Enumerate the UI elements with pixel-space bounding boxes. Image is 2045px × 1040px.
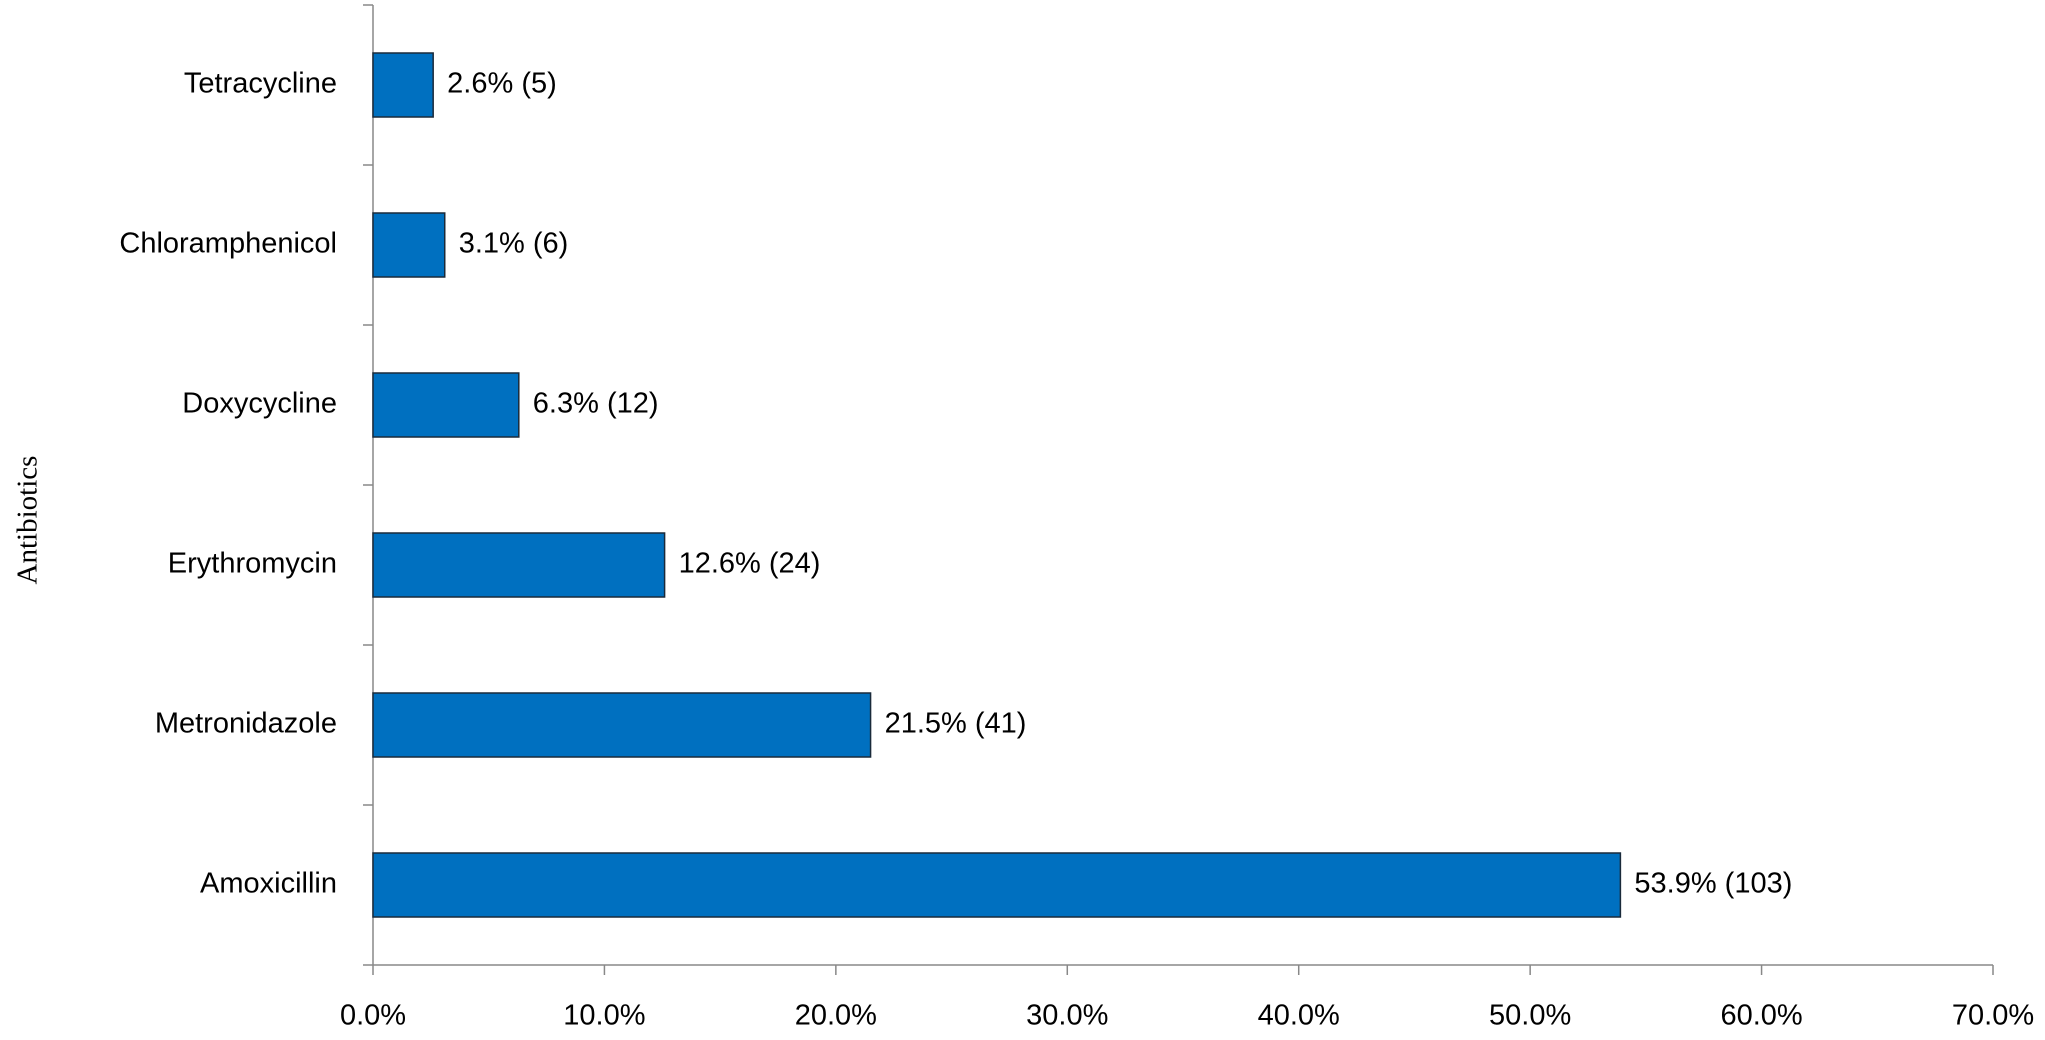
data-label: 53.9% (103) — [1634, 868, 1792, 900]
y-tick-label: Amoxicillin — [200, 868, 337, 900]
y-tick-label: Tetracycline — [184, 68, 337, 100]
bar — [372, 212, 446, 278]
data-label: 6.3% (12) — [533, 388, 659, 420]
y-tick-label: Doxycycline — [182, 388, 337, 420]
x-tick-label: 50.0% — [1489, 1000, 1571, 1032]
x-tick-label: 10.0% — [563, 1000, 645, 1032]
data-label: 12.6% (24) — [679, 548, 821, 580]
bar — [372, 692, 872, 758]
x-tick-label: 70.0% — [1952, 1000, 2034, 1032]
y-tick-label: Metronidazole — [155, 708, 337, 740]
data-label: 21.5% (41) — [885, 708, 1027, 740]
y-tick-label: Erythromycin — [168, 548, 337, 580]
x-tick-label: 30.0% — [1026, 1000, 1108, 1032]
y-tick-label: Chloramphenicol — [119, 228, 337, 260]
x-tick-label: 20.0% — [795, 1000, 877, 1032]
data-label: 2.6% (5) — [447, 68, 557, 100]
x-tick-label: 60.0% — [1720, 1000, 1802, 1032]
y-axis-label: Antibiotics — [12, 456, 44, 585]
data-label: 3.1% (6) — [459, 228, 569, 260]
bar — [372, 372, 520, 438]
bar — [372, 52, 434, 118]
bar — [372, 852, 1622, 918]
x-tick-label: 0.0% — [340, 1000, 406, 1032]
x-tick-label: 40.0% — [1258, 1000, 1340, 1032]
bar — [372, 532, 666, 598]
